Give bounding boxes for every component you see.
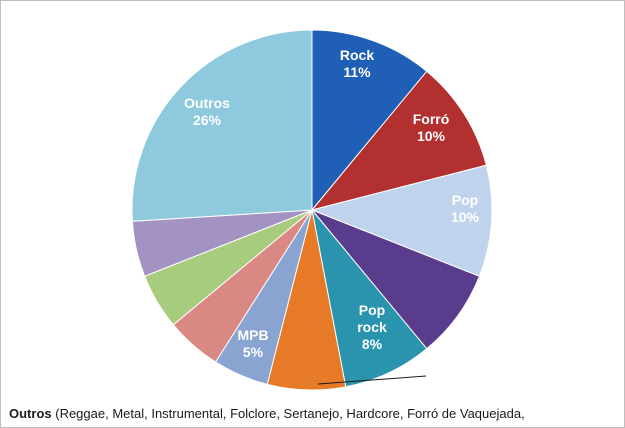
slice-label-gospel-religioso: Gospel/Religi oso 8% (465, 309, 554, 359)
slice-label-regional: Regional 5% (127, 344, 186, 377)
footnote-bold: Outros (9, 406, 52, 421)
slice-label-forr-: Forró 10% (413, 111, 450, 144)
slice-label-pop: Pop 10% (451, 192, 480, 225)
footnote: Outros (Reggae, Metal, Instrumental, Fol… (9, 404, 621, 421)
slice-label-pagode-ax-: Pagode/Axé 5% (67, 296, 147, 329)
slice-label-arrocha: Arrocha 5% (75, 234, 129, 267)
pie-slice-outros (131, 29, 313, 222)
pie-slice-pop-rock (311, 209, 428, 388)
slice-label-rock: Rock 11% (340, 47, 374, 80)
pie-slice-forr- (310, 70, 487, 211)
pie-slice-gospel-religioso (311, 209, 481, 350)
leader-line (317, 375, 427, 385)
footnote-text: (Reggae, Metal, Instrumental, Folclore, … (51, 406, 525, 421)
slice-label-outros: Outros 26% (184, 95, 230, 128)
pie-slice-pop (310, 164, 493, 277)
pie-slice-rock (311, 29, 428, 212)
slice-label-pop-rock: Pop rock 8% (357, 302, 387, 352)
slice-label-mpb: MPB 5% (237, 327, 268, 360)
